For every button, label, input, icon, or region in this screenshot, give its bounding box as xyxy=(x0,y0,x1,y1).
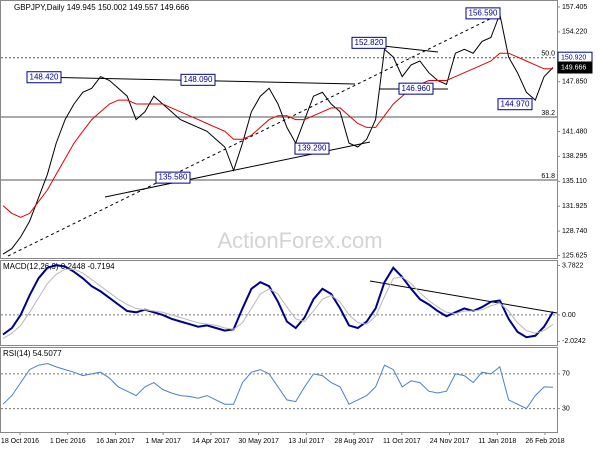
trendline xyxy=(7,13,501,257)
annotation-label: 139.290 xyxy=(298,144,327,153)
fib-label: 38.2 xyxy=(541,110,555,117)
annotation-label: 144.970 xyxy=(501,99,530,108)
x-tick-label: 28 Aug 2017 xyxy=(334,438,373,445)
x-tick-label: 1 Dec 2016 xyxy=(50,438,86,445)
fib-label: 61.8 xyxy=(541,173,555,180)
annotation-label: 152.820 xyxy=(355,38,384,47)
annotation-label: 156.590 xyxy=(469,8,498,17)
y-tick-label: 135.110 xyxy=(562,178,587,185)
x-tick-label: 26 Feb 2018 xyxy=(525,438,564,445)
annotation-label: 146.960 xyxy=(402,84,431,93)
macd-panel xyxy=(0,260,558,346)
y-tick-label: 128.740 xyxy=(562,228,587,235)
fib-label: 50.0 xyxy=(541,51,555,58)
y-tick-label: 30 xyxy=(562,405,570,412)
y-tick-label: -2.0242 xyxy=(562,338,586,345)
y-tick-label: 147.850 xyxy=(562,79,587,86)
annotation-box xyxy=(398,82,434,95)
price-label: 150.920 xyxy=(561,55,586,62)
y-tick-label: 131.925 xyxy=(562,203,587,210)
x-tick-label: 24 Nov 2017 xyxy=(430,438,470,445)
x-tick-label: 14 Apr 2017 xyxy=(192,438,230,445)
y-tick-label: 125.625 xyxy=(562,252,587,259)
annotation-box xyxy=(351,36,387,49)
x-tick-label: 18 Oct 2016 xyxy=(1,438,39,445)
y-tick-label: 70 xyxy=(562,371,570,378)
y-tick-label: 3.7822 xyxy=(562,262,584,269)
price-panel xyxy=(0,0,558,259)
x-tick-label: 1 Mar 2017 xyxy=(145,438,181,445)
y-tick-label: 154.220 xyxy=(562,29,587,36)
annotation-label: 148.420 xyxy=(30,72,59,81)
panel-title: RSI(14) 54.5077 xyxy=(3,349,62,358)
annotation-box xyxy=(26,71,62,84)
annotation-box xyxy=(155,171,191,184)
series-line xyxy=(2,264,554,339)
trendline xyxy=(369,280,558,314)
price-label: 149.666 xyxy=(561,64,586,71)
x-tick-label: 16 Jan 2017 xyxy=(96,438,135,445)
y-tick-label: 141.480 xyxy=(562,128,587,135)
annotation-label: 148.090 xyxy=(184,75,213,84)
annotation-box xyxy=(180,73,216,86)
y-tick-label: 0.00 xyxy=(562,312,576,319)
annotation-box xyxy=(294,142,330,155)
chart-title: GBPJPY,Daily 149.945 150.002 149.557 149… xyxy=(14,3,190,12)
series-line xyxy=(2,362,554,410)
annotation-box xyxy=(465,7,501,20)
series-line xyxy=(2,268,554,339)
x-tick-label: 11 Jan 2018 xyxy=(478,438,516,445)
y-tick-label: 138.295 xyxy=(562,153,587,160)
series-line xyxy=(2,12,554,255)
x-tick-label: 13 Jul 2017 xyxy=(288,438,324,445)
series-line xyxy=(2,52,553,218)
rsi-panel xyxy=(0,347,558,433)
y-tick-label: 157.405 xyxy=(562,4,587,11)
price-label-box xyxy=(557,61,593,74)
x-tick-label: 30 May 2017 xyxy=(238,438,279,445)
x-tick-label: 11 Oct 2017 xyxy=(383,438,421,445)
annotation-label: 135.580 xyxy=(159,173,188,182)
annotation-box xyxy=(497,98,533,111)
watermark: ActionForex.com xyxy=(217,228,382,253)
